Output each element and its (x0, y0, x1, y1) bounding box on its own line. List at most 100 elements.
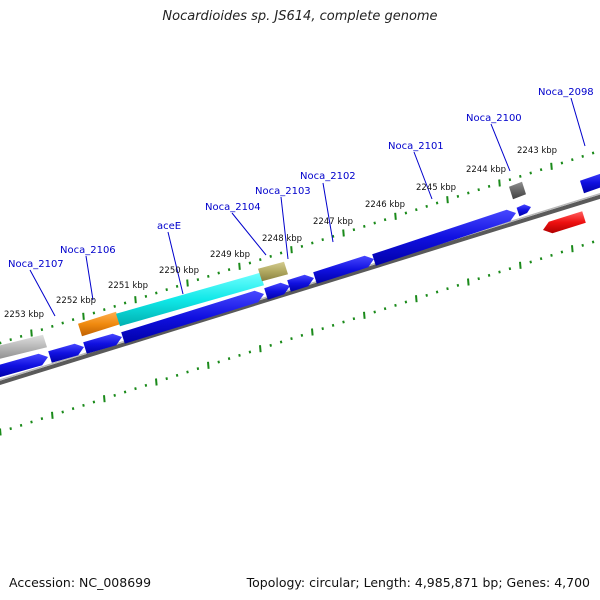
minor-tick (363, 224, 366, 228)
minor-tick (529, 171, 532, 175)
minor-tick (331, 323, 335, 327)
gene-label[interactable]: Noca_2107 (8, 259, 64, 270)
ruler-label: 2244 kbp (466, 165, 506, 175)
minor-tick (477, 277, 480, 281)
minor-tick (19, 423, 23, 427)
ruler-label: 2253 kbp (4, 310, 44, 320)
minor-tick (61, 321, 64, 325)
minor-tick (279, 251, 283, 255)
cds-blue-feature[interactable] (313, 255, 374, 284)
minor-tick (591, 240, 595, 244)
major-tick (467, 278, 470, 286)
cds-blue-feature[interactable] (264, 282, 290, 300)
minor-tick (134, 387, 137, 391)
minor-tick (331, 234, 335, 238)
cds-blue-feature[interactable] (287, 274, 314, 292)
minor-tick (207, 274, 210, 278)
gene-label[interactable]: Noca_2101 (388, 141, 444, 152)
minor-tick (373, 221, 376, 225)
minor-tick (123, 390, 127, 394)
cds-acee-feature[interactable] (116, 272, 264, 327)
gene-label[interactable]: Noca_2106 (60, 245, 116, 256)
major-tick (550, 162, 553, 170)
minor-tick (467, 191, 470, 195)
minor-tick (238, 353, 241, 357)
cds-olive-feature[interactable] (258, 261, 288, 282)
cds-blue-feature[interactable] (48, 343, 84, 363)
gene-label[interactable]: Noca_2098 (538, 87, 594, 98)
minor-tick (352, 317, 356, 321)
minor-tick (227, 357, 231, 361)
gene-label[interactable]: Noca_2100 (466, 113, 522, 124)
minor-tick (113, 393, 116, 397)
cds-blue-feature[interactable] (0, 353, 48, 378)
accession-text: Accession: NC_008699 (9, 575, 152, 590)
cds-dark-feature[interactable] (509, 181, 526, 200)
major-tick (259, 345, 262, 353)
gene-label[interactable]: Noca_2104 (205, 202, 261, 213)
cds-blue-feature[interactable] (83, 333, 122, 354)
minor-tick (519, 174, 522, 178)
minor-tick (196, 278, 200, 282)
minor-tick (165, 377, 168, 381)
major-tick (238, 262, 241, 270)
major-tick (30, 329, 33, 337)
minor-tick (9, 338, 12, 342)
gene-label[interactable]: aceE (157, 221, 181, 232)
label-leader-line (29, 269, 56, 317)
major-tick (207, 361, 210, 369)
minor-tick (9, 427, 12, 431)
minor-tick (144, 383, 148, 387)
gene-label[interactable]: Noca_2102 (300, 171, 356, 182)
minor-tick (373, 310, 376, 314)
minor-tick (0, 341, 2, 345)
minor-tick (227, 268, 231, 272)
major-tick (103, 395, 106, 403)
minor-tick (321, 238, 324, 242)
cds-red-feature[interactable] (543, 211, 586, 234)
minor-tick (269, 254, 272, 258)
cds-gray-feature[interactable] (0, 334, 47, 359)
cds-blue-feature[interactable] (372, 209, 516, 266)
minor-tick (425, 293, 428, 297)
minor-tick (539, 168, 543, 172)
cds-blue-feature[interactable] (121, 290, 264, 344)
cds-orange-feature[interactable] (78, 311, 120, 337)
minor-tick (248, 350, 252, 354)
minor-tick (144, 294, 148, 298)
minor-tick (435, 201, 439, 205)
minor-tick (155, 291, 158, 295)
cds-blue-feature[interactable] (580, 172, 600, 194)
gene-label[interactable]: Noca_2103 (255, 186, 311, 197)
ruler-label: 2245 kbp (416, 183, 456, 193)
ruler-label: 2243 kbp (517, 146, 557, 156)
minor-tick (196, 367, 200, 371)
backbone-line (0, 194, 600, 385)
minor-tick (311, 241, 314, 245)
minor-tick (300, 244, 304, 248)
minor-tick (383, 218, 387, 222)
minor-tick (560, 250, 564, 254)
minor-tick (404, 211, 408, 215)
major-tick (0, 428, 2, 436)
major-tick (342, 229, 345, 237)
minor-tick (175, 284, 179, 288)
gene-labels: Noca_2107 Noca_2106 aceE Noca_2104 Noca_… (8, 87, 594, 270)
minor-tick (581, 154, 584, 158)
minor-tick (456, 194, 460, 198)
cds-blue-feature[interactable] (516, 204, 531, 217)
minor-tick (456, 283, 460, 287)
minor-tick (30, 420, 33, 424)
minor-tick (508, 267, 512, 271)
major-tick (415, 295, 418, 303)
minor-tick (103, 308, 106, 312)
major-tick (51, 411, 54, 419)
label-leader-line (413, 151, 433, 200)
minor-tick (279, 340, 283, 344)
minor-tick (571, 158, 574, 162)
minor-tick (290, 337, 293, 341)
major-tick (498, 179, 501, 187)
major-tick (363, 311, 366, 319)
label-leader-line (280, 196, 289, 260)
